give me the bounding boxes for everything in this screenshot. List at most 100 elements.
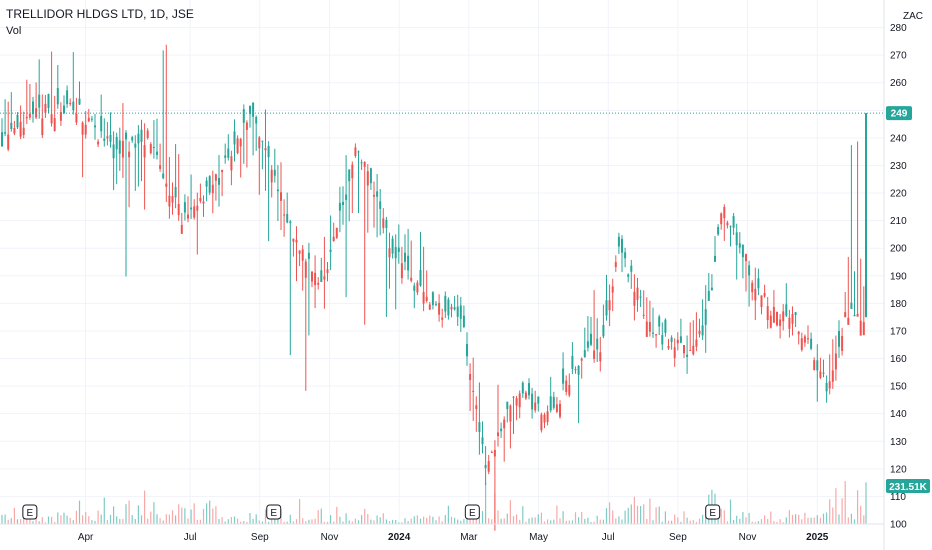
volume-bar [230, 517, 232, 524]
ohlc-bar [227, 148, 230, 158]
ohlc-bar [469, 374, 472, 380]
ohlc-bar [258, 137, 261, 149]
volume-bar [144, 490, 146, 524]
volume-bar [426, 517, 428, 524]
price-tick-label: 150 [890, 382, 907, 393]
ohlc-bar [249, 105, 251, 115]
volume-bar [835, 488, 837, 524]
ohlc-bar [221, 170, 224, 173]
volume-bar [742, 511, 744, 524]
volume-bar [844, 481, 846, 524]
volume-bar [16, 519, 19, 524]
volume-bar [274, 516, 276, 524]
earnings-marker[interactable]: E [22, 504, 38, 520]
volume-bar [190, 509, 192, 524]
ohlc-bar [797, 331, 800, 335]
volume-bar [705, 516, 707, 524]
ohlc-bar [376, 191, 379, 197]
volume-bar [578, 517, 580, 524]
earnings-marker[interactable]: E [464, 504, 480, 520]
ohlc-bar [456, 306, 459, 317]
volume-bar [292, 521, 294, 524]
price-tick-label: 110 [890, 492, 906, 503]
ohlc-bar [531, 393, 534, 410]
volume-bar [314, 518, 316, 524]
ohlc-bar [568, 384, 571, 396]
time-tick-label: May [529, 532, 548, 543]
volume-bar [432, 516, 434, 524]
svg-text:E: E [709, 508, 716, 519]
volume-bar [264, 509, 267, 524]
volume-bar [404, 518, 406, 524]
ohlc-bar [828, 381, 831, 389]
ohlc-bar [366, 171, 369, 186]
volume-bar [643, 504, 645, 524]
volume-bar [609, 502, 611, 524]
volume-bar [85, 511, 87, 524]
price-tick-label: 280 [890, 23, 907, 34]
ohlc-bar [25, 117, 28, 119]
ohlc-bar [865, 113, 867, 318]
volume-bar [75, 510, 77, 524]
ohlc-bar [822, 372, 825, 374]
volume-bar [683, 511, 685, 524]
volume-bar [516, 514, 518, 524]
volume-bar [206, 503, 208, 524]
volume-bar [271, 518, 273, 524]
volume-bar [342, 521, 344, 524]
volume-bar [556, 505, 558, 524]
ohlc-bar [679, 336, 682, 343]
ohlc-bar [137, 133, 140, 144]
volume-bar [4, 514, 6, 524]
volume-bar [847, 517, 849, 524]
ohlc-bar [664, 319, 667, 333]
time-axis-ticks: Apr Jul Sep Nov 2024 Mar May Jul Sep Nov 2025 [78, 532, 829, 543]
volume-bar [1, 514, 3, 524]
ohlc-bar [38, 94, 41, 108]
ohlc-bar [639, 296, 642, 298]
ohlc-bar [791, 313, 794, 324]
ohlc-bar [807, 338, 809, 340]
ohlc-bar [94, 125, 96, 128]
ohlc-bar [481, 437, 484, 445]
ohlc-bar [22, 127, 25, 135]
earnings-marker[interactable]: E [266, 504, 282, 520]
volume-bar [733, 519, 735, 524]
volume-bar [116, 516, 118, 524]
ohlc-bar [862, 322, 865, 336]
ohlc-bar [633, 291, 636, 306]
volume-bar [630, 504, 632, 524]
ohlc-bar [487, 461, 490, 472]
ohlc-bar [438, 302, 441, 315]
volume-bar [602, 519, 604, 524]
volume-bar [457, 519, 459, 524]
currency-label[interactable]: ZAC [903, 11, 923, 22]
earnings-marker[interactable]: E [705, 504, 721, 520]
ohlc-bar [577, 365, 580, 375]
volume-bar [299, 499, 301, 524]
ohlc-bar [444, 295, 447, 312]
volume-bar [475, 515, 477, 524]
volume-bar [72, 520, 74, 524]
volume-bar [419, 518, 422, 524]
volume-bar [605, 508, 608, 524]
volume-bar [782, 522, 784, 524]
ohlc-bar [769, 315, 772, 328]
volume-bar [320, 508, 322, 524]
volume-bar [447, 505, 449, 524]
ohlc-bar [47, 94, 50, 109]
ohlc-bar [1, 132, 3, 147]
volume-bar [317, 510, 319, 524]
ohlc-bar [177, 204, 180, 216]
volume-bar [54, 521, 56, 524]
volume-bar [795, 514, 797, 524]
volume-bar [233, 516, 236, 524]
ohlc-bar [540, 414, 543, 431]
ohlc-bar [323, 276, 326, 280]
ohlc-bar [549, 396, 552, 411]
ohlc-bar [112, 144, 115, 159]
price-axis-panel[interactable] [884, 0, 932, 550]
volume-bar [410, 518, 412, 524]
